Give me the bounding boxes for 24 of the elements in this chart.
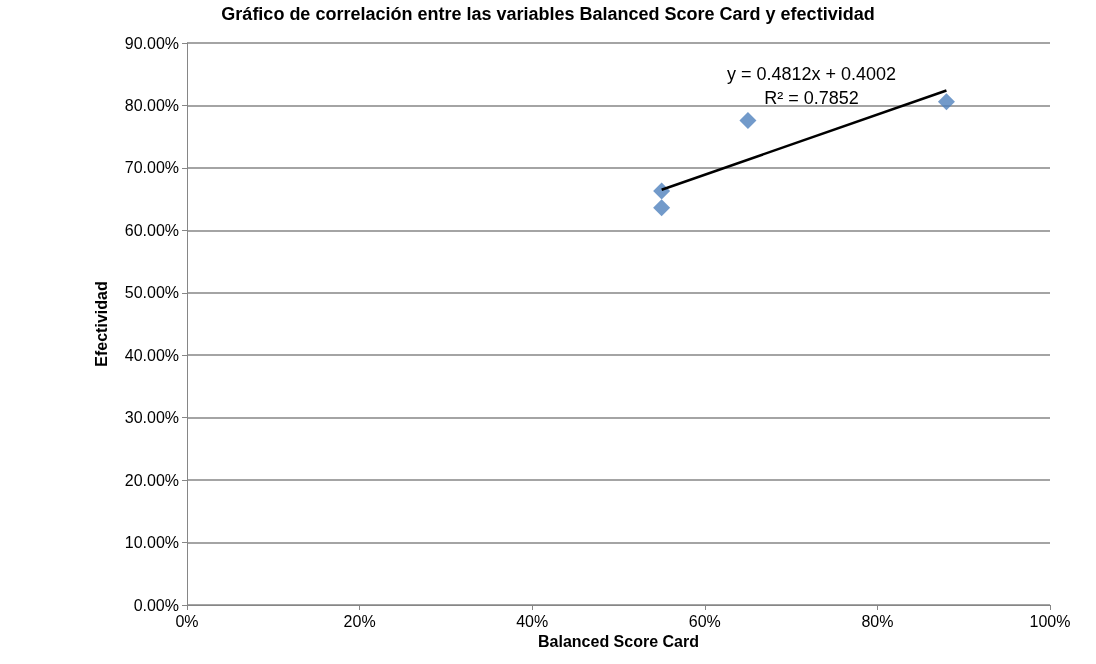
annotation: y = 0.4812x + 0.4002 (726, 64, 897, 85)
x-tick-label: 60% (688, 612, 721, 630)
y-tick-label: 40.00% (124, 346, 179, 364)
point (653, 199, 671, 217)
annotation: R² = 0.7852 (764, 88, 859, 109)
point (937, 93, 955, 111)
y-tick-label: 10.00% (124, 534, 179, 552)
y-tick-label: 20.00% (124, 471, 179, 489)
y-tick-label: 50.00% (124, 284, 179, 302)
x-tick-label: 40% (516, 612, 549, 630)
x-tick-label: 80% (861, 612, 894, 630)
y-tick-label: 80.00% (124, 96, 179, 114)
x-tick-label: 100% (1029, 612, 1071, 630)
y-tick-label: 90.00% (124, 34, 179, 52)
y-tick-label: 60.00% (124, 221, 179, 239)
point (739, 111, 757, 129)
y-tick-label: 30.00% (124, 409, 179, 427)
x-tick-label: 20% (343, 612, 376, 630)
y-tick-label: 70.00% (124, 159, 179, 177)
x-tick-label: 0% (175, 612, 199, 630)
x-axis-title: Balanced Score Card (538, 633, 699, 651)
y-tick-label: 0.00% (133, 596, 179, 614)
chart-title: Gráfico de correlación entre las variables Balanced Score Card y efectividad (221, 4, 875, 24)
y-axis-title: Efectividad (92, 281, 110, 367)
